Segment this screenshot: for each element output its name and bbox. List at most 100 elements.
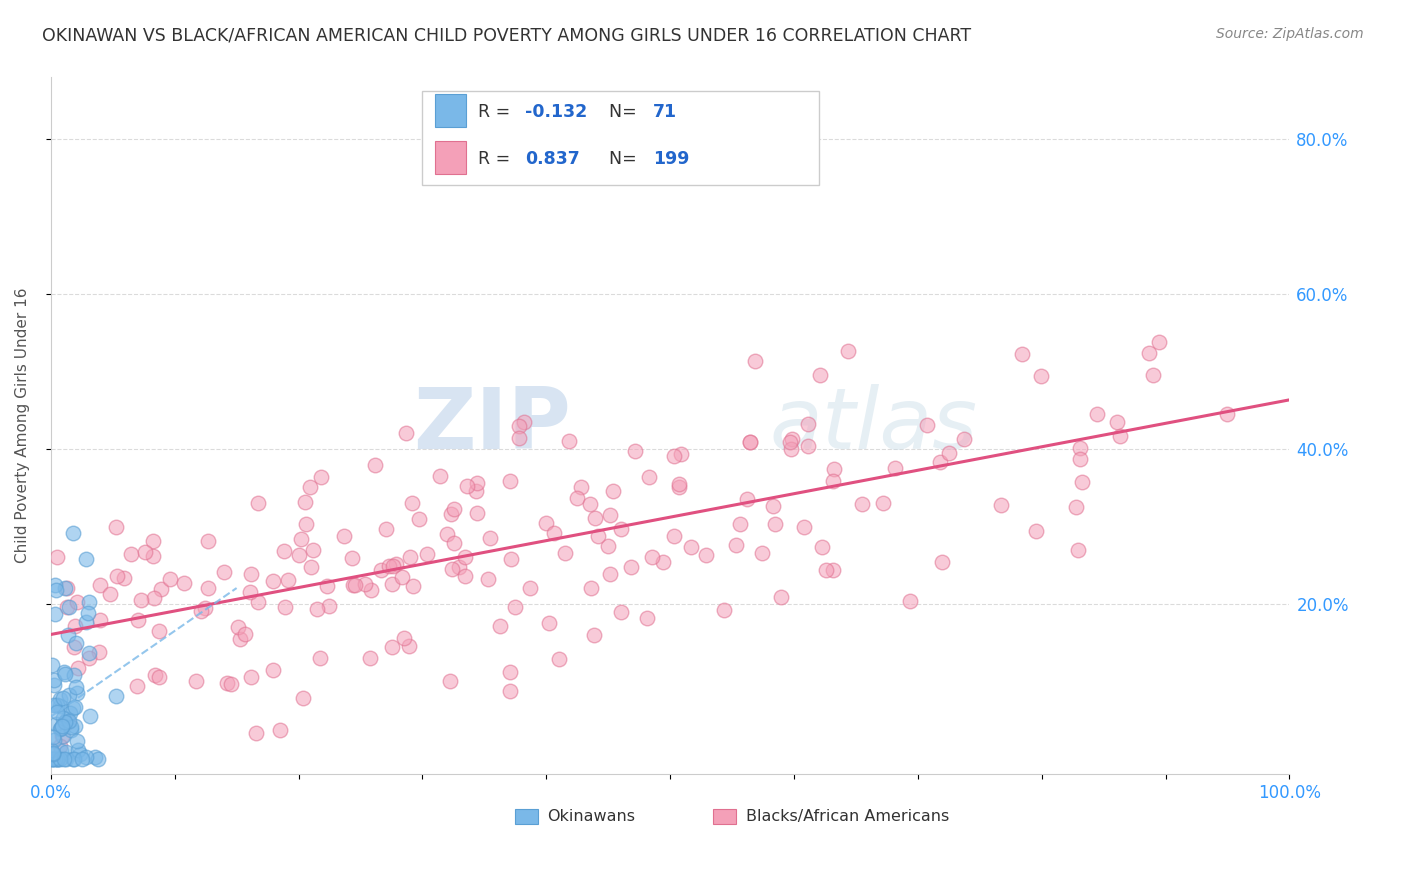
- Point: [288, 548, 311, 562]
- Point: [1025, 524, 1047, 538]
- Point: [247, 595, 270, 609]
- Point: [581, 582, 603, 596]
- Y-axis label: Child Poverty Among Girls Under 16: Child Poverty Among Girls Under 16: [15, 288, 30, 564]
- Point: [851, 497, 873, 511]
- Point: [56, 712, 79, 726]
- Point: [548, 652, 571, 666]
- Point: [290, 532, 312, 546]
- Point: [360, 650, 382, 665]
- Point: [143, 591, 166, 605]
- Point: [456, 479, 478, 493]
- Point: [56, 581, 79, 595]
- Point: [142, 534, 165, 549]
- Point: [636, 611, 658, 625]
- Point: [269, 723, 291, 738]
- Point: [56, 628, 79, 642]
- Point: [69, 747, 91, 762]
- Point: [408, 512, 430, 526]
- Point: [503, 600, 526, 615]
- Point: [464, 483, 486, 498]
- Point: [55, 745, 77, 759]
- Point: [738, 435, 761, 450]
- Point: [59, 721, 82, 735]
- Point: [436, 526, 458, 541]
- Point: [277, 573, 299, 587]
- Point: [499, 665, 522, 679]
- Point: [769, 590, 792, 604]
- Text: 199: 199: [652, 150, 689, 168]
- Point: [148, 670, 170, 684]
- Point: [465, 476, 488, 491]
- Point: [872, 496, 894, 510]
- Point: [738, 434, 761, 449]
- Point: [77, 595, 100, 609]
- Point: [1070, 475, 1092, 489]
- Point: [465, 506, 488, 520]
- Point: [173, 575, 195, 590]
- Point: [342, 578, 364, 592]
- Text: ZIP: ZIP: [413, 384, 571, 467]
- Text: Okinawans: Okinawans: [547, 809, 636, 824]
- FancyBboxPatch shape: [434, 141, 465, 174]
- Point: [63, 699, 86, 714]
- Point: [596, 539, 619, 553]
- Point: [143, 667, 166, 681]
- Point: [51, 744, 73, 758]
- Point: [299, 560, 322, 574]
- Point: [513, 415, 536, 429]
- Point: [579, 497, 602, 511]
- Point: [797, 438, 820, 452]
- Point: [239, 585, 262, 599]
- Point: [79, 646, 101, 660]
- Point: [588, 529, 610, 543]
- Point: [609, 522, 631, 536]
- Point: [59, 706, 82, 720]
- Point: [75, 615, 97, 629]
- Point: [294, 495, 316, 509]
- Point: [583, 510, 606, 524]
- Text: 0.837: 0.837: [526, 150, 579, 168]
- Point: [190, 604, 212, 618]
- Point: [77, 651, 100, 665]
- Point: [744, 354, 766, 368]
- Point: [83, 750, 105, 764]
- Point: [75, 552, 97, 566]
- Point: [49, 699, 72, 714]
- Point: [928, 454, 950, 468]
- Point: [808, 368, 831, 383]
- Point: [52, 690, 75, 705]
- Point: [62, 751, 84, 765]
- Point: [307, 602, 329, 616]
- Point: [46, 751, 69, 765]
- Point: [39, 742, 62, 756]
- Point: [793, 519, 815, 533]
- Point: [375, 522, 398, 536]
- Point: [44, 751, 66, 765]
- Point: [55, 600, 77, 615]
- Point: [402, 579, 425, 593]
- Point: [554, 546, 576, 560]
- Point: [63, 640, 86, 654]
- Point: [519, 581, 541, 595]
- Point: [159, 572, 181, 586]
- Point: [45, 549, 67, 564]
- Point: [77, 606, 100, 620]
- Point: [51, 719, 73, 733]
- Point: [443, 535, 465, 549]
- Point: [662, 529, 685, 543]
- Point: [990, 499, 1012, 513]
- Point: [370, 563, 392, 577]
- Point: [46, 698, 69, 713]
- Point: [823, 462, 845, 476]
- Point: [1137, 346, 1160, 360]
- Point: [398, 639, 420, 653]
- Point: [392, 631, 415, 645]
- Point: [240, 567, 263, 582]
- Point: [75, 749, 97, 764]
- Point: [120, 547, 142, 561]
- Text: R =: R =: [478, 103, 516, 121]
- Point: [52, 665, 75, 680]
- Point: [45, 582, 67, 597]
- Text: atlas: atlas: [769, 384, 977, 467]
- Point: [262, 663, 284, 677]
